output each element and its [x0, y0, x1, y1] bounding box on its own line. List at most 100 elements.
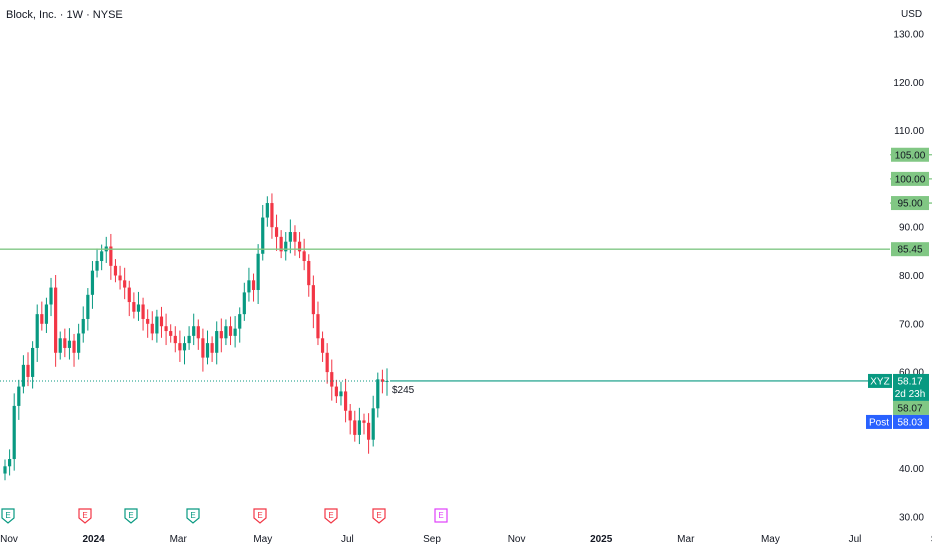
candle-body	[380, 379, 384, 382]
candle-body	[44, 304, 49, 324]
post-price-label: 58.03	[897, 417, 922, 428]
x-axis-tick-label: May	[761, 534, 780, 545]
x-axis-tick-label: 2024	[82, 534, 105, 545]
candle-body	[228, 326, 233, 336]
last-price-annotation: $245	[392, 385, 415, 396]
y-axis-tick-label: 60.00	[899, 368, 924, 379]
candle-body	[182, 343, 187, 351]
candle-body	[136, 304, 141, 312]
level-price-label: 105.00	[895, 150, 926, 161]
axes-layer: 130.00 120.00 110.00 100.00 90.00 80.00 70.00 6…	[0, 30, 932, 546]
candle-body	[261, 217, 265, 254]
candle-body	[357, 420, 361, 435]
candle-body	[155, 316, 159, 334]
candle-body	[366, 422, 371, 440]
earnings-letter: E	[82, 511, 87, 520]
earnings-marker: E	[78, 508, 92, 524]
y-axis-tick-label: 90.00	[899, 223, 924, 234]
candle-body	[265, 203, 269, 218]
candle-body	[3, 466, 7, 474]
candle-body	[205, 343, 210, 358]
candle-body	[219, 331, 223, 339]
candle-body	[113, 265, 118, 276]
candle-body	[353, 420, 357, 435]
level-price-label: 100.00	[895, 174, 926, 185]
candle-body	[233, 328, 237, 336]
earnings-marker: E	[324, 508, 338, 524]
y-axis-tick-label: 70.00	[899, 319, 924, 330]
earnings-marker-future: E	[434, 508, 448, 523]
candle-body	[284, 241, 288, 252]
earnings-marker: E	[124, 508, 138, 524]
y-axis-tick-label: 120.00	[893, 78, 924, 89]
y-axis-tick-label: 130.00	[893, 30, 924, 41]
horizontal-levels-layer: UNLIMITED UPSIDE BEGINS __ $1400+$1300$7…	[0, 154, 932, 396]
candle-body	[210, 343, 214, 353]
symbol-title: Block, Inc. · 1W · NYSE	[6, 9, 123, 21]
y-axis-tick-label: 110.00	[894, 126, 924, 137]
level-price-label: 95.00	[897, 199, 922, 210]
candle-body	[169, 331, 173, 336]
x-axis-tick-label: May	[253, 534, 272, 545]
candle-body	[256, 253, 260, 290]
candle-body	[288, 232, 292, 242]
candle-body	[118, 275, 122, 281]
candle-body	[348, 410, 352, 421]
candle-body	[54, 287, 58, 353]
candle-body	[67, 340, 72, 348]
earnings-marker: E	[253, 508, 267, 524]
earnings-letter: E	[257, 511, 262, 520]
x-axis-tick-label: Jul	[849, 534, 862, 545]
candle-body	[123, 280, 127, 288]
x-axis-tick-label: Nov	[508, 534, 526, 545]
candle-body	[242, 292, 246, 315]
level-price-tag	[891, 242, 929, 257]
candle-body	[132, 302, 136, 312]
y-axis-tick-label: 40.00	[899, 464, 924, 475]
candle-body	[63, 338, 67, 348]
level-price-tag	[891, 147, 929, 162]
last-price-label: 58.17	[897, 376, 922, 387]
candle-body	[12, 405, 16, 460]
candle-body	[49, 287, 53, 305]
candle-body	[307, 261, 311, 286]
candle-body	[150, 323, 154, 334]
earnings-letter: E	[5, 511, 10, 520]
candle-body	[274, 227, 279, 237]
level-price-tag	[891, 171, 929, 186]
earnings-shape	[372, 508, 386, 524]
candle-body	[320, 338, 325, 353]
x-axis-tick-label: Mar	[677, 534, 695, 545]
earnings-letter: E	[128, 511, 133, 520]
earnings-shape	[434, 508, 448, 523]
post-tag-label: Post	[869, 417, 889, 428]
candle-body	[302, 251, 306, 262]
earnings-shape	[1, 508, 15, 524]
earnings-marker: E	[186, 508, 200, 524]
candles-layer	[3, 193, 389, 481]
earnings-marker: E	[372, 508, 386, 524]
candle-body	[316, 314, 320, 339]
candle-body	[40, 314, 44, 324]
x-axis-tick-label: Sep	[423, 534, 441, 545]
earnings-letter: E	[328, 511, 333, 520]
bar-countdown: 2d 23h	[895, 389, 926, 400]
candle-body	[35, 314, 39, 348]
candle-body	[173, 335, 177, 344]
candle-body	[343, 391, 348, 411]
symbol-tag	[868, 373, 892, 388]
y-axis-tick-label: 80.00	[899, 271, 924, 282]
candle-body	[224, 326, 228, 339]
candle-body	[311, 285, 315, 315]
candle-body	[293, 232, 297, 242]
earnings-marker: E	[1, 508, 15, 524]
symbol-tag-label: XYZ	[870, 376, 889, 387]
candle-body	[297, 241, 302, 252]
candle-body	[100, 251, 104, 262]
currency-label: USD	[901, 9, 923, 20]
candle-body	[159, 316, 164, 327]
candle-body	[109, 246, 113, 266]
x-axis-tick-label: Jul	[341, 534, 354, 545]
